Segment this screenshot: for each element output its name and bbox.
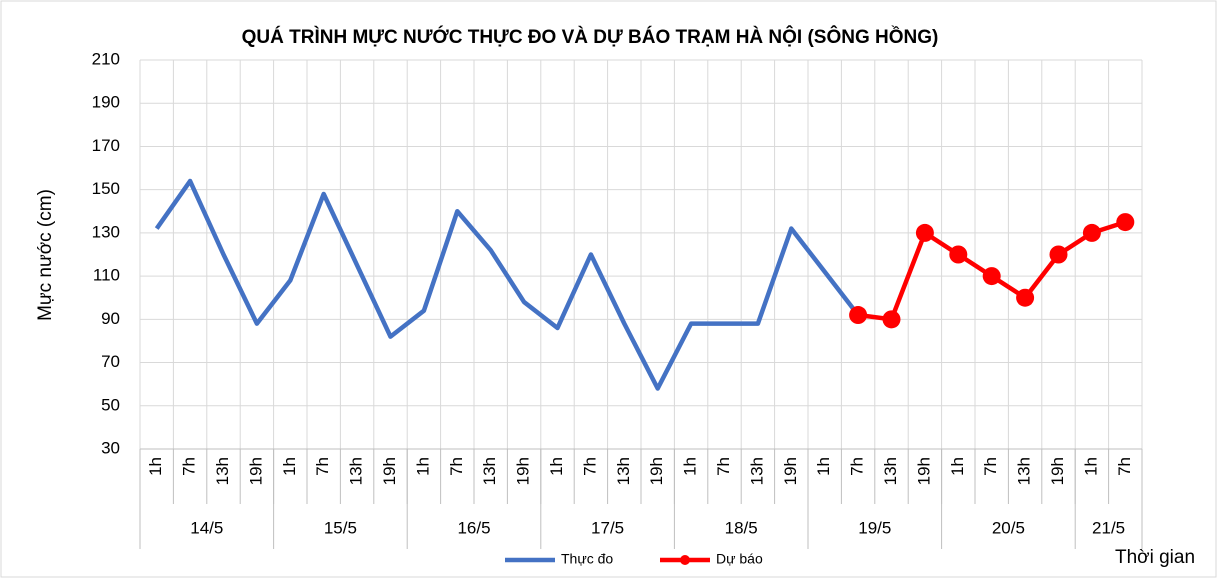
point [1082,223,1101,242]
x-tick-label: 19h [647,457,666,485]
point [849,306,868,325]
x-axis-label: Thời gian [1115,547,1195,568]
x-tick-label: 7h [580,457,599,476]
day-label: 21/5 [1092,518,1125,537]
x-tick-label: 1h [146,457,165,476]
x-tick-label: 13h [213,457,232,485]
x-tick-label: 13h [747,457,766,485]
x-tick-label: 7h [313,457,332,476]
x-tick-label: 19h [246,457,265,485]
point [949,245,968,264]
x-tick-label: 1h [280,457,299,476]
y-tick-label: 70 [101,352,120,371]
point [1016,288,1035,307]
y-tick-label: 30 [101,438,120,457]
y-tick-label: 110 [93,266,120,285]
day-label: 14/5 [190,518,223,537]
y-tick-label: 90 [101,309,120,328]
x-tick-label: 19h [914,457,933,485]
point [982,267,1001,286]
point [1049,245,1068,264]
day-label: 17/5 [591,518,624,537]
legend-label: Dự báo [716,551,763,567]
x-tick-label: 13h [1015,457,1034,485]
legend-label: Thực đo [561,551,613,567]
x-tick-label: 1h [413,457,432,476]
point [1116,213,1135,232]
x-tick-label: 7h [714,457,733,476]
x-tick-label: 19h [514,457,533,485]
x-tick-label: 1h [1081,457,1100,476]
y-tick-label: 190 [92,93,120,112]
day-label: 19/5 [858,518,891,537]
x-tick-label: 19h [380,457,399,485]
x-tick-label: 7h [1115,457,1134,476]
y-tick-label: 50 [101,395,120,414]
x-tick-label: 13h [881,457,900,485]
x-tick-label: 19h [1048,457,1067,485]
y-tick-label: 150 [92,179,120,198]
x-tick-label: 19h [781,457,800,485]
x-tick-label: 1h [814,457,833,476]
day-label: 16/5 [457,518,490,537]
x-tick-label: 13h [614,457,633,485]
x-tick-label: 7h [180,457,199,476]
x-tick-label: 1h [547,457,566,476]
chart-title: QUÁ TRÌNH MỰC NƯỚC THỰC ĐO VÀ DỰ BÁO TRẠ… [242,26,939,48]
day-label: 15/5 [324,518,357,537]
x-tick-label: 13h [480,457,499,485]
day-label: 20/5 [992,518,1025,537]
y-tick-label: 170 [92,136,120,155]
y-tick-label: 130 [92,222,120,241]
day-label: 18/5 [725,518,758,537]
x-tick-label: 1h [948,457,967,476]
y-tick-label: 210 [92,49,120,68]
x-tick-label: 1h [681,457,700,476]
x-tick-label: 7h [981,457,1000,476]
x-tick-label: 7h [848,457,867,476]
x-tick-label: 7h [447,457,466,476]
x-tick-label: 13h [347,457,366,485]
point [915,223,934,242]
point [882,310,901,329]
series-line [154,178,860,391]
y-axis-label: Mực nước (cm) [35,189,56,321]
legend-marker [680,555,690,565]
